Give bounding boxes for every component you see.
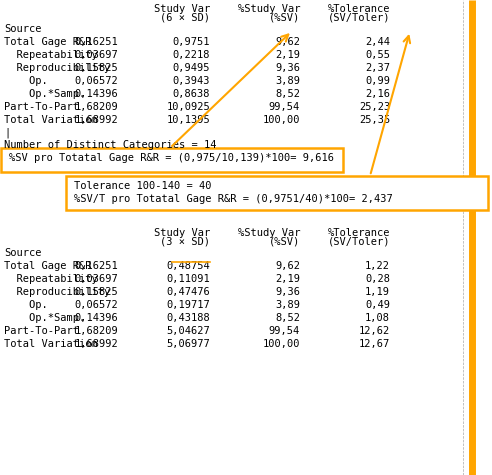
Text: 1,68209: 1,68209	[74, 102, 118, 112]
Text: 0,8638: 0,8638	[173, 89, 210, 99]
Text: %Tolerance: %Tolerance	[328, 4, 390, 14]
Text: Number of Distinct Categories = 14: Number of Distinct Categories = 14	[4, 140, 216, 150]
Text: Repeatability: Repeatability	[4, 274, 98, 284]
Text: 0,14396: 0,14396	[74, 89, 118, 99]
Text: 1,68209: 1,68209	[74, 326, 118, 336]
Text: 0,9751: 0,9751	[173, 37, 210, 47]
Text: 12,62: 12,62	[359, 326, 390, 336]
Text: 10,1395: 10,1395	[166, 115, 210, 125]
FancyBboxPatch shape	[1, 148, 343, 172]
Text: (6 × SD): (6 × SD)	[160, 13, 210, 23]
Text: Op.: Op.	[4, 300, 48, 310]
Text: 8,52: 8,52	[275, 89, 300, 99]
Text: 100,00: 100,00	[263, 115, 300, 125]
Text: 100,00: 100,00	[263, 339, 300, 349]
Text: Op.*Samp.: Op.*Samp.	[4, 313, 85, 323]
Text: 0,06572: 0,06572	[74, 300, 118, 310]
Text: Reproducibility: Reproducibility	[4, 287, 110, 297]
Text: 0,9495: 0,9495	[173, 63, 210, 73]
Text: 0,49: 0,49	[365, 300, 390, 310]
Text: Op.: Op.	[4, 76, 48, 86]
Text: Reproducibility: Reproducibility	[4, 63, 110, 73]
Text: %SV/T pro Totatal Gage R&R = (0,9751/40)*100= 2,437: %SV/T pro Totatal Gage R&R = (0,9751/40)…	[74, 194, 393, 204]
Text: Source: Source	[4, 248, 41, 258]
Text: 1,22: 1,22	[365, 261, 390, 271]
Text: Study Var: Study Var	[154, 228, 210, 238]
Text: 1,19: 1,19	[365, 287, 390, 297]
Text: 0,19717: 0,19717	[166, 300, 210, 310]
Text: 0,99: 0,99	[365, 76, 390, 86]
Text: 2,19: 2,19	[275, 274, 300, 284]
Text: 9,62: 9,62	[275, 37, 300, 47]
Text: Part-To-Part: Part-To-Part	[4, 326, 79, 336]
Text: Tolerance 100-140 = 40: Tolerance 100-140 = 40	[74, 181, 212, 191]
Text: %Study Var: %Study Var	[238, 228, 300, 238]
Text: 10,0925: 10,0925	[166, 102, 210, 112]
Text: (%SV): (%SV)	[269, 13, 300, 23]
Text: 9,36: 9,36	[275, 63, 300, 73]
Text: Op.*Samp.: Op.*Samp.	[4, 89, 85, 99]
Text: Total Gage R&R: Total Gage R&R	[4, 261, 92, 271]
Text: 2,44: 2,44	[365, 37, 390, 47]
Text: 0,16251: 0,16251	[74, 261, 118, 271]
Text: 3,89: 3,89	[275, 76, 300, 86]
Text: 5,04627: 5,04627	[166, 326, 210, 336]
Text: %Study Var: %Study Var	[238, 4, 300, 14]
Text: 2,16: 2,16	[365, 89, 390, 99]
Text: 1,08: 1,08	[365, 313, 390, 323]
Text: 0,15825: 0,15825	[74, 287, 118, 297]
Text: %Tolerance: %Tolerance	[328, 228, 390, 238]
Text: 0,47476: 0,47476	[166, 287, 210, 297]
Text: 5,06977: 5,06977	[166, 339, 210, 349]
Text: 99,54: 99,54	[269, 102, 300, 112]
Text: 0,06572: 0,06572	[74, 76, 118, 86]
Text: Part-To-Part: Part-To-Part	[4, 102, 79, 112]
Text: 2,37: 2,37	[365, 63, 390, 73]
Text: 3,89: 3,89	[275, 300, 300, 310]
Text: 25,35: 25,35	[359, 115, 390, 125]
Text: %SV pro Totatal Gage R&R = (0,975/10,139)*100= 9,616: %SV pro Totatal Gage R&R = (0,975/10,139…	[9, 153, 334, 163]
Text: 0,11091: 0,11091	[166, 274, 210, 284]
Text: 0,3943: 0,3943	[173, 76, 210, 86]
FancyBboxPatch shape	[66, 176, 488, 210]
Text: (%SV): (%SV)	[269, 237, 300, 247]
Text: (SV/Toler): (SV/Toler)	[328, 237, 390, 247]
Text: 12,67: 12,67	[359, 339, 390, 349]
Text: Total Variation: Total Variation	[4, 115, 98, 125]
Text: 0,43188: 0,43188	[166, 313, 210, 323]
Text: 0,16251: 0,16251	[74, 37, 118, 47]
Text: 0,03697: 0,03697	[74, 50, 118, 60]
Text: 2,19: 2,19	[275, 50, 300, 60]
Text: 0,48754: 0,48754	[166, 261, 210, 271]
Text: 0,14396: 0,14396	[74, 313, 118, 323]
Text: 9,36: 9,36	[275, 287, 300, 297]
Text: 0,55: 0,55	[365, 50, 390, 60]
Text: 99,54: 99,54	[269, 326, 300, 336]
Text: Total Gage R&R: Total Gage R&R	[4, 37, 92, 47]
Text: 0,28: 0,28	[365, 274, 390, 284]
Text: 1,68992: 1,68992	[74, 115, 118, 125]
Text: |: |	[4, 128, 10, 139]
Text: Total Variation: Total Variation	[4, 339, 98, 349]
Text: Source: Source	[4, 24, 41, 34]
Text: (SV/Toler): (SV/Toler)	[328, 13, 390, 23]
Text: 1,68992: 1,68992	[74, 339, 118, 349]
Text: 9,62: 9,62	[275, 261, 300, 271]
Text: 0,2218: 0,2218	[173, 50, 210, 60]
Text: 8,52: 8,52	[275, 313, 300, 323]
Text: Repeatability: Repeatability	[4, 50, 98, 60]
Text: 0,15825: 0,15825	[74, 63, 118, 73]
Text: Study Var: Study Var	[154, 4, 210, 14]
Text: 25,23: 25,23	[359, 102, 390, 112]
Text: 0,03697: 0,03697	[74, 274, 118, 284]
Text: (3 × SD): (3 × SD)	[160, 237, 210, 247]
